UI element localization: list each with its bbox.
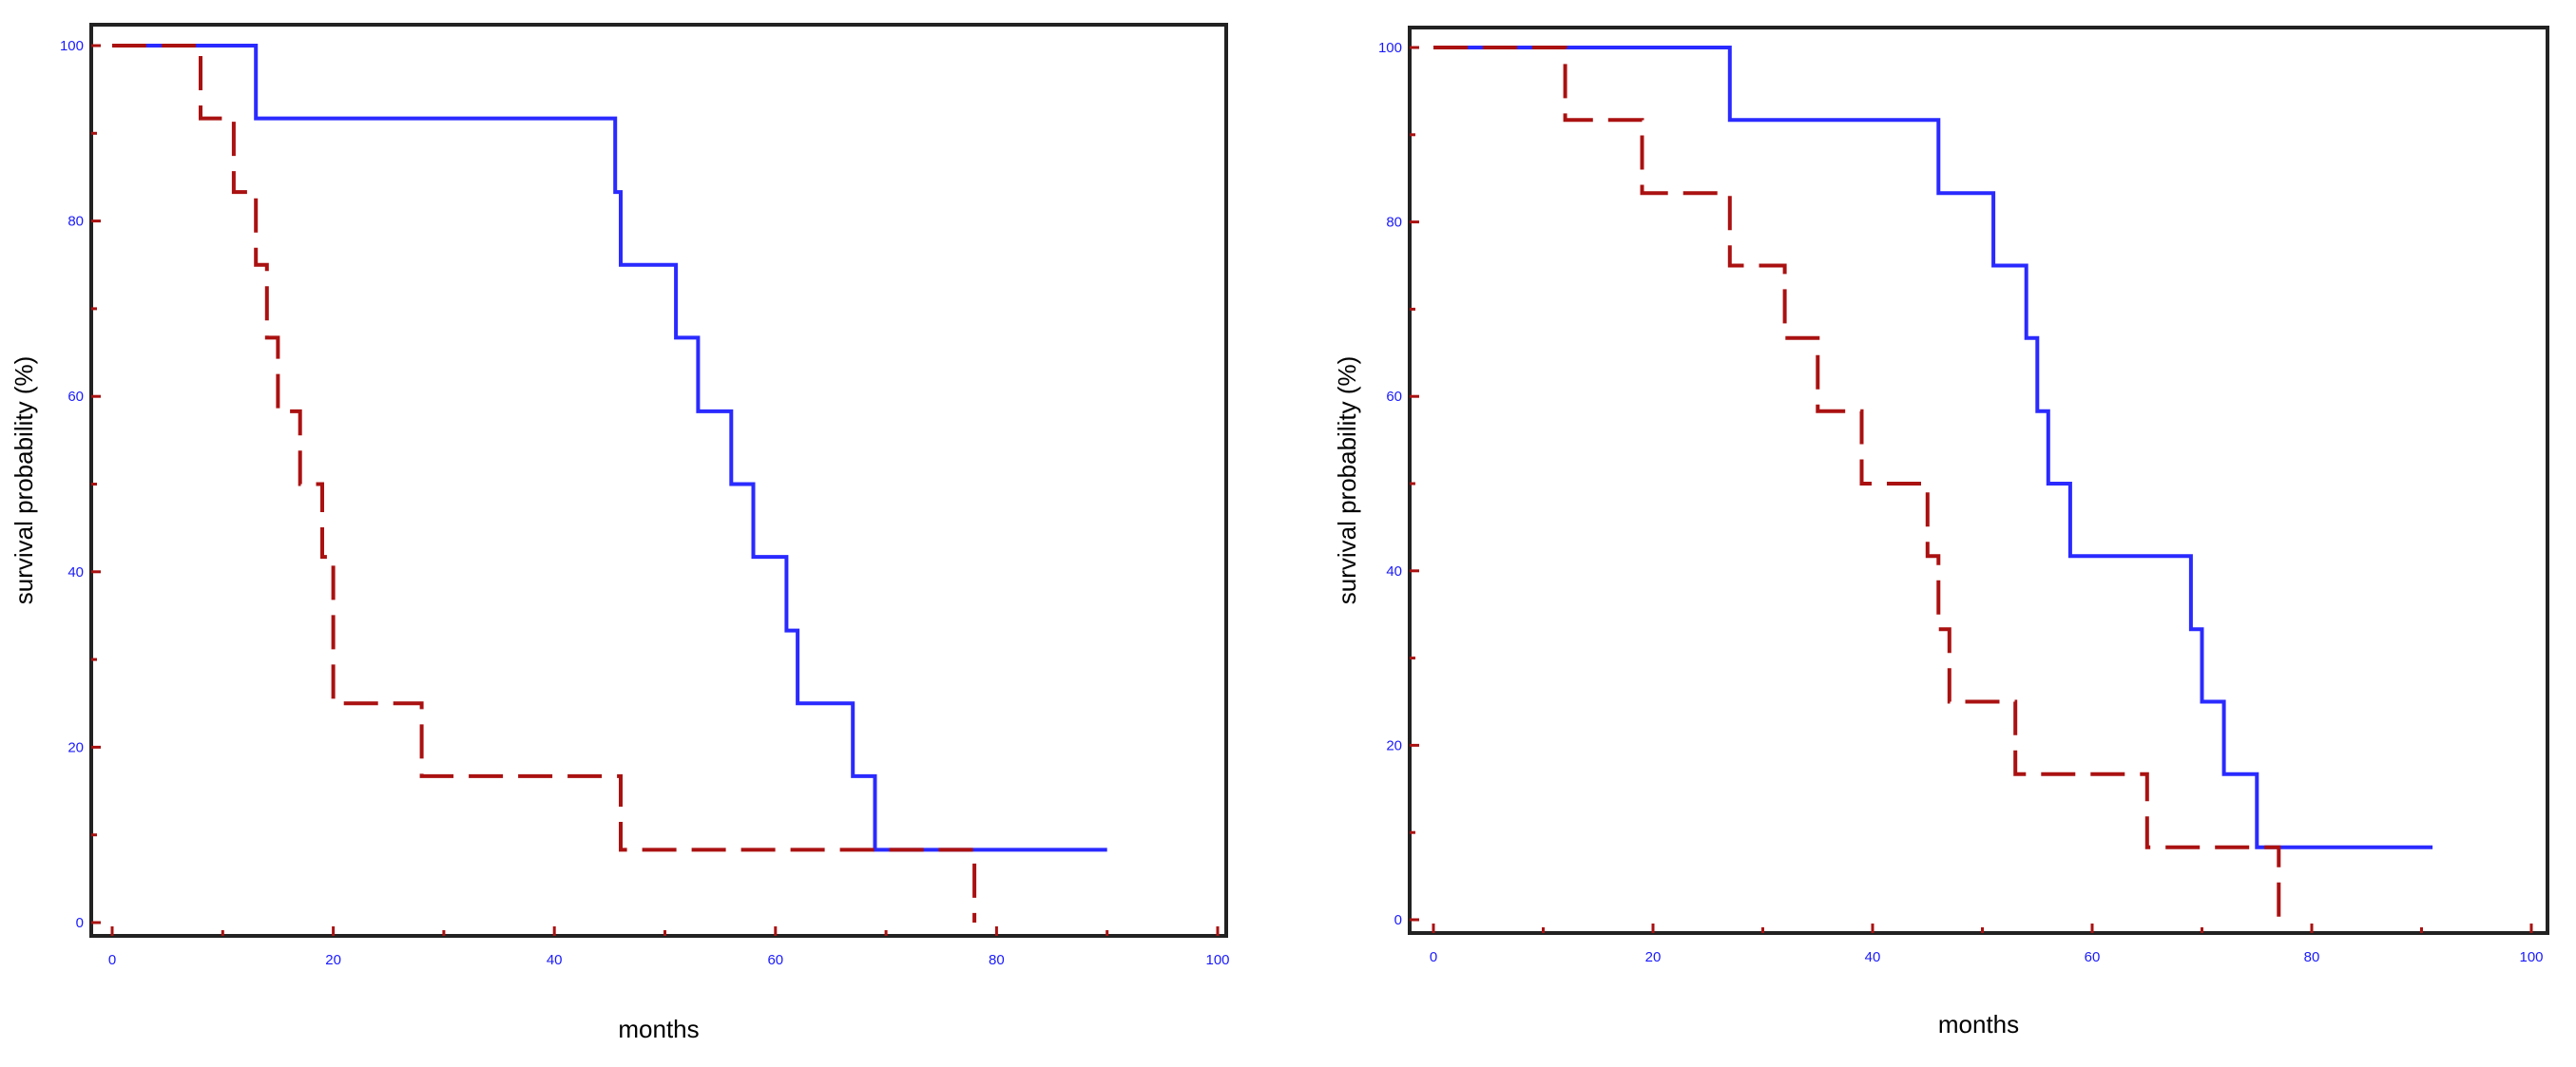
x-tick-label: 20 — [1645, 949, 1662, 965]
y-tick-label: 60 — [67, 389, 84, 405]
y-tick-label: 100 — [1378, 40, 1402, 56]
y-axis-title: survival probability (%) — [1333, 356, 1361, 605]
x-tick-label: 20 — [325, 952, 341, 968]
survival-curve-solid — [1433, 46, 2433, 849]
y-tick-label: 40 — [1386, 563, 1402, 580]
y-tick-label: 20 — [67, 739, 84, 755]
x-tick-label: 80 — [989, 952, 1005, 968]
x-tick-label: 60 — [2085, 949, 2101, 965]
chart-left: 0 20 40 60 80 100 0 20 40 60 80 100 months survival p… — [10, 23, 1230, 1043]
x-tick-label: 60 — [767, 952, 783, 968]
x-tick-label: 80 — [2304, 949, 2320, 965]
x-axis-title: months — [1938, 1010, 2019, 1038]
x-axis-title: months — [618, 1015, 699, 1043]
y-axis-title: survival probability (%) — [10, 356, 38, 605]
x-tick-label: 40 — [1865, 949, 1881, 965]
x-tick-label: 40 — [547, 952, 563, 968]
survival-curve-dashed — [1433, 46, 2281, 920]
y-tick-label: 60 — [1386, 389, 1402, 405]
x-tick-label: 0 — [108, 952, 116, 968]
y-tick-label: 80 — [67, 214, 84, 230]
survival-curve-dashed — [112, 44, 977, 923]
survival-curve-solid — [112, 44, 1107, 852]
y-tick-label: 40 — [67, 564, 84, 581]
y-tick-label: 0 — [76, 915, 84, 931]
x-tick-label: 0 — [1430, 949, 1437, 965]
plot-frame — [1408, 26, 2549, 935]
y-tick-label: 100 — [60, 38, 84, 54]
plot-frame — [89, 23, 1228, 938]
y-tick-label: 0 — [1394, 912, 1402, 928]
x-tick-label: 100 — [1205, 952, 1229, 968]
y-tick-label: 80 — [1386, 215, 1402, 231]
chart-right: 0 20 40 60 80 100 0 20 40 60 80 100 months survival p… — [1333, 26, 2549, 1038]
x-tick-label: 100 — [2519, 949, 2543, 965]
y-tick-label: 20 — [1386, 737, 1402, 753]
